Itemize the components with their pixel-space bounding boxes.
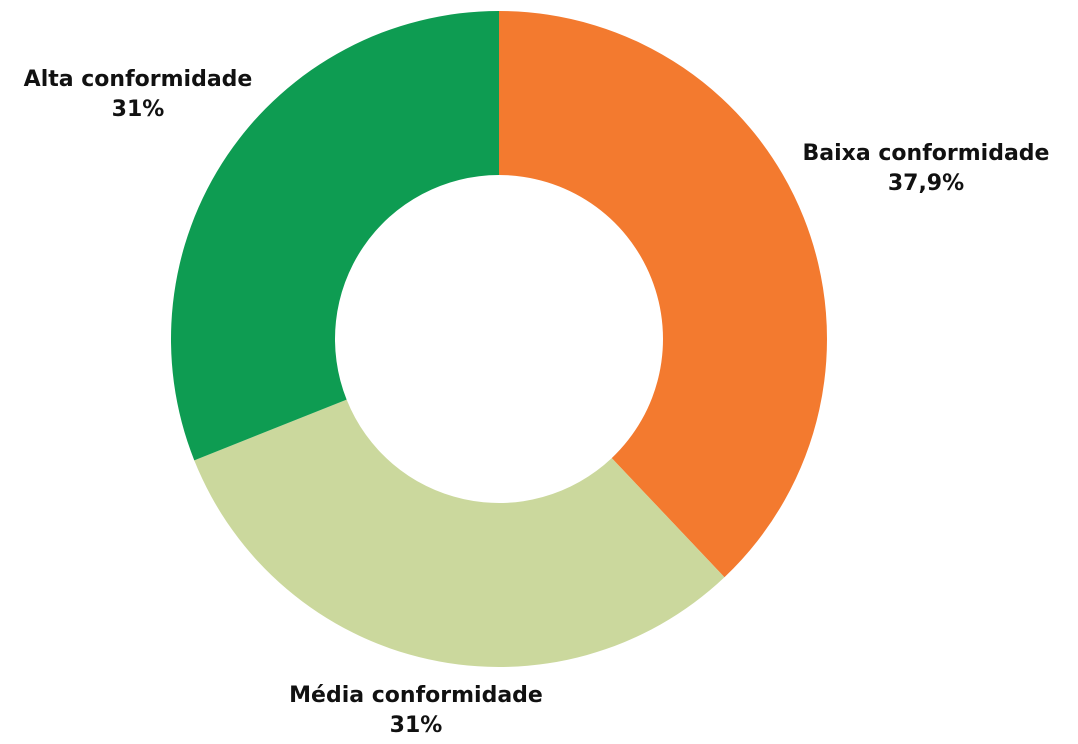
- slice-label-baixa-value: 37,9%: [887, 171, 965, 196]
- donut-slice-media: [194, 399, 725, 668]
- slice-label-media-value: 31%: [389, 713, 443, 738]
- slice-label-alta-value: 31%: [111, 97, 165, 122]
- slice-label-alta-name: Alta conformidade: [23, 67, 253, 92]
- slice-label-media: Média conformidade 31%: [289, 681, 543, 741]
- donut-slice-alta: [170, 11, 499, 461]
- slice-label-baixa-name: Baixa conformidade: [802, 141, 1050, 166]
- slice-label-alta: Alta conformidade 31%: [24, 65, 253, 125]
- slice-label-media-name: Média conformidade: [289, 683, 543, 708]
- donut-slice-baixa: [499, 11, 827, 578]
- slice-label-baixa: Baixa conformidade 37,9%: [803, 139, 1050, 199]
